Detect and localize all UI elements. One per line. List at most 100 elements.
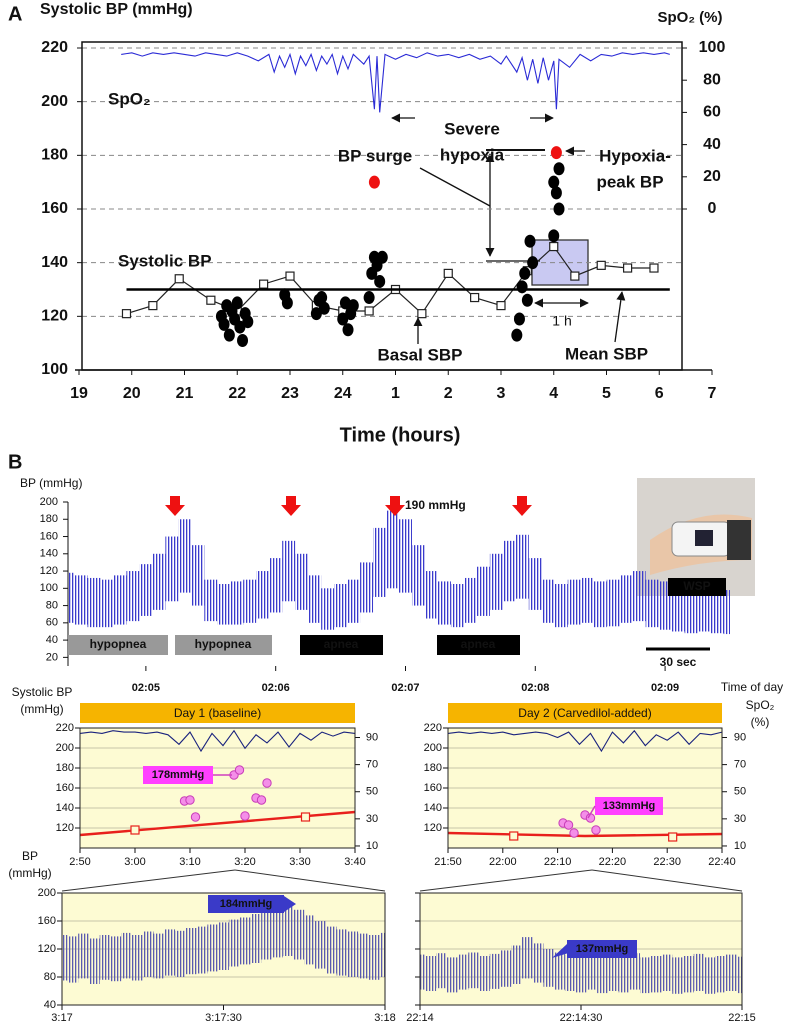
y-tick-label: 160	[41, 200, 68, 217]
photo-strap	[727, 520, 751, 560]
annotation: Severe	[444, 119, 500, 138]
y-tick-label: 160	[56, 782, 74, 794]
chart-3: 120 140 160 180 200 220 10 30 50 70 90 21:50 22:00 22…	[424, 698, 775, 868]
chart-4: 40 80 120 160 200 3:17 3:17:30 3:18 184mmHg BP (mm…	[8, 849, 395, 1024]
pressure-band	[67, 936, 79, 983]
dot	[548, 229, 560, 243]
y2-tick-label: 50	[366, 786, 378, 798]
pressure-band	[218, 922, 229, 970]
x-tick-label: 23	[281, 385, 299, 402]
arrow	[614, 291, 626, 343]
square-marker	[259, 279, 269, 289]
x-tick-label: 4	[549, 385, 558, 402]
y-tick-label: 200	[38, 887, 56, 899]
dot	[262, 778, 272, 788]
annotation: hypoxia	[440, 145, 505, 164]
square-marker	[668, 832, 678, 842]
y-tick-label: 120	[41, 308, 68, 325]
pressure-band	[489, 553, 503, 610]
pressure-band	[424, 571, 438, 619]
annotation: 1 h	[552, 313, 571, 329]
square-marker	[470, 292, 480, 303]
plot-frame	[61, 892, 386, 1006]
pressure-band	[239, 917, 251, 965]
y2-tick-label: 50	[734, 786, 746, 798]
dot	[347, 299, 359, 313]
y-label: Systolic BP	[12, 685, 73, 699]
square-marker	[570, 271, 580, 281]
banner-box	[80, 703, 355, 723]
annotation-box	[208, 895, 284, 913]
dot	[553, 202, 565, 216]
dot	[363, 291, 375, 305]
square-marker	[596, 260, 606, 270]
pressure-band	[368, 935, 380, 980]
chart-5: 22:14 22:14:30 22:15 137mmHg	[406, 892, 756, 1024]
y2-tick-label: 70	[366, 759, 378, 771]
y2-tick-label: 80	[703, 71, 721, 88]
pressure-band	[164, 929, 176, 976]
dot	[342, 323, 354, 337]
dot	[218, 317, 230, 331]
dot	[318, 301, 330, 315]
pressure-band	[619, 575, 633, 623]
pressure-band	[68, 572, 75, 623]
square-marker	[496, 301, 506, 311]
pressure-band	[618, 956, 630, 993]
dot	[569, 828, 579, 838]
y2-tick-label: 10	[366, 840, 378, 852]
y-tick-label: 40	[44, 999, 56, 1011]
square-marker	[121, 309, 132, 319]
pressure-band	[468, 952, 480, 989]
y-label: Systolic BP (mmHg)	[40, 1, 193, 18]
x-tick-label: 22:15	[728, 1012, 756, 1024]
plot-frame	[447, 727, 723, 849]
x-label: Time of day	[721, 680, 783, 694]
connector	[419, 869, 593, 892]
dot	[185, 795, 195, 805]
pressure-band	[661, 954, 673, 991]
pressure-band	[446, 957, 458, 993]
pressure-band	[165, 536, 179, 602]
x-tick-label: 3:40	[344, 856, 365, 868]
pressure-band	[580, 577, 594, 623]
dot	[256, 795, 267, 805]
annotation-box	[300, 635, 383, 655]
pressure-band	[256, 571, 270, 619]
x-tick-label: 22:40	[708, 856, 736, 868]
pressure-band	[121, 932, 132, 979]
banner: Day 1 (baseline)	[174, 706, 261, 720]
y-label: (mmHg)	[20, 702, 63, 716]
pressure-band	[479, 956, 490, 991]
banner-box	[448, 703, 722, 723]
y-tick-label: 180	[41, 147, 68, 164]
pressure-band	[175, 930, 186, 977]
pressure-band	[532, 943, 544, 983]
y-tick-label: 120	[424, 822, 442, 834]
pressure-band	[593, 581, 607, 628]
pressure-band	[515, 534, 529, 599]
pressure-band	[191, 545, 205, 606]
pressure-band	[282, 540, 296, 602]
dot	[550, 186, 562, 200]
pressure-band	[607, 954, 619, 991]
y2-tick-label: 70	[734, 759, 746, 771]
annotation-box	[668, 578, 726, 596]
pressure-band	[142, 931, 154, 977]
annotation: 137mmHg	[576, 943, 629, 955]
connector	[61, 869, 236, 892]
x-tick-label: 22:14	[406, 1012, 434, 1024]
device-photo	[637, 478, 755, 596]
y-tick-label: 200	[40, 496, 58, 508]
pressure-band	[271, 908, 283, 958]
square-marker	[622, 263, 633, 273]
pressure-band	[153, 933, 165, 979]
y2-tick-label: 30	[366, 813, 378, 825]
square-marker	[549, 241, 559, 252]
pressure-band	[697, 586, 711, 632]
square-marker	[417, 309, 427, 319]
y-tick-label: 100	[40, 582, 58, 594]
annotation: peak BP	[596, 172, 663, 191]
connector	[234, 869, 386, 892]
chart-2: 120 140 160 180 200 220 10 30 50 70 90 2:50 3:00 3:10…	[12, 685, 378, 868]
